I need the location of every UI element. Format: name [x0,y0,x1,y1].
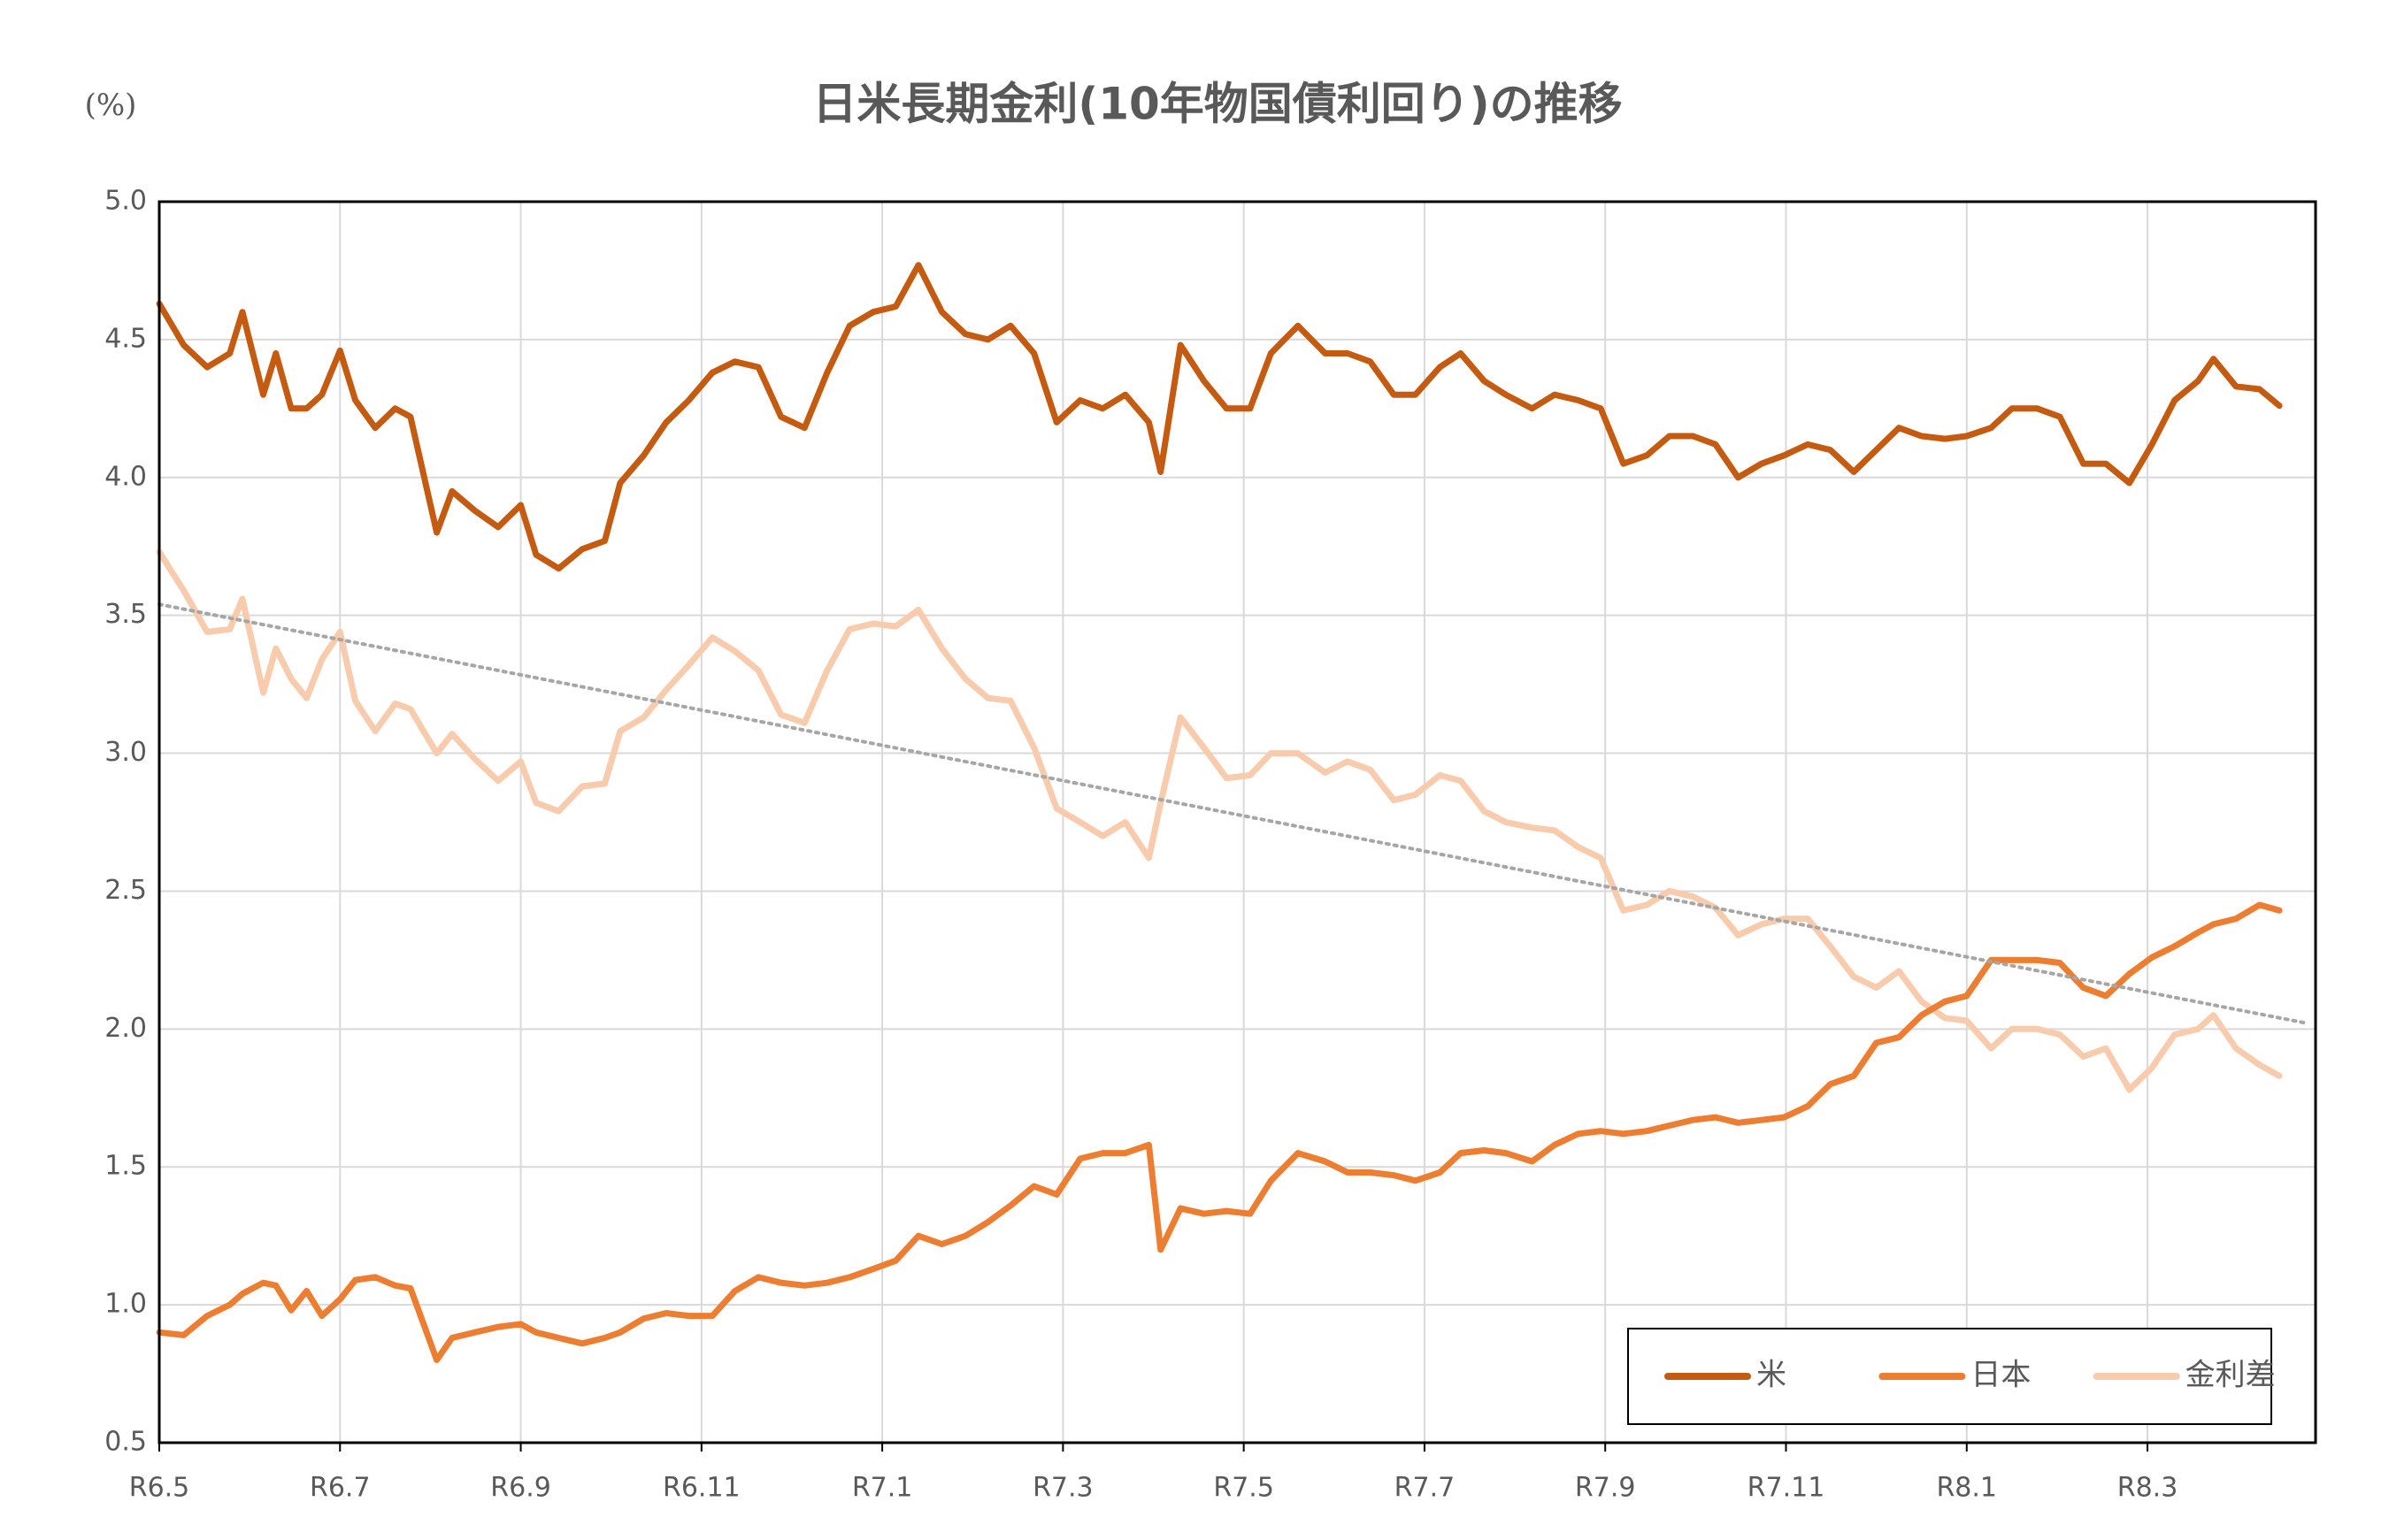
y-tick-label: 1.5 [104,1151,147,1182]
x-tick-label: R7.3 [1033,1473,1094,1504]
plot-frame [157,200,2317,1444]
x-tick-label: R7.1 [852,1473,913,1504]
x-tick-label: R7.11 [1748,1473,1825,1504]
x-tick-label: R8.3 [2117,1473,2178,1504]
x-tick-label: R6.9 [490,1473,551,1504]
grid [158,201,2316,1444]
x-tick-label: R7.5 [1213,1473,1274,1504]
plot-lines [156,262,2310,1363]
axes: 0.5 1.0 1.5 2.0 2.5 3.0 3.5 4.0 4.5 5.0 R6.5 R6.7 R6… [104,186,2178,1504]
legend: 米 日本 金利差 [1627,1328,2276,1425]
legend-label: 金利差 [2185,1358,2276,1393]
y-tick-label: 2.5 [104,875,147,906]
trend-line [157,602,2310,1026]
x-tick-label: R8.1 [1936,1473,1997,1504]
y-tick-label: 0.5 [104,1427,147,1458]
x-tick-label: R6.7 [310,1473,371,1504]
y-tick-label: 2.0 [104,1013,147,1044]
series-line [156,262,2283,572]
legend-label: 日本 [1970,1358,2031,1393]
y-tick-label: 3.5 [104,599,147,630]
chart-title: 日米長期金利(10年物国債利回り)の推移 [812,79,1622,130]
y-unit: (%) [85,88,137,123]
x-tick-label: R6.11 [663,1473,741,1504]
x-tick-label: R7.7 [1394,1473,1456,1504]
y-tick-label: 5.0 [104,186,147,217]
series-line [156,901,2283,1363]
series-line [156,548,2283,1093]
y-tick-label: 3.0 [104,737,147,768]
y-tick-label: 4.5 [104,323,147,354]
x-tick-label: R6.5 [129,1473,190,1504]
y-tick-label: 1.0 [104,1289,147,1320]
y-tick-label: 4.0 [104,461,147,492]
x-tick-label: R7.9 [1575,1473,1636,1504]
legend-label: 米 [1756,1358,1786,1393]
